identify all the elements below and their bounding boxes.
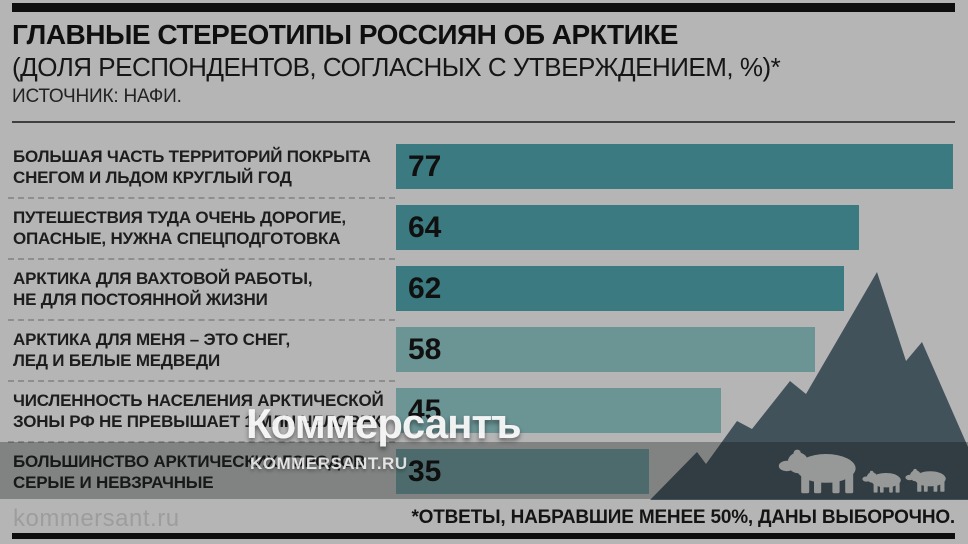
bar-value: 45 — [408, 394, 442, 427]
chart-footnote: *ОТВЕТЫ, НАБРАВШИЕ МЕНЕЕ 50%, ДАНЫ ВЫБОР… — [411, 507, 955, 528]
mountain-icon — [650, 272, 968, 500]
chart-source: ИСТОЧНИК: НАФИ. — [12, 86, 182, 107]
kommersant-logo-watermark: Коммерсантъ — [246, 400, 522, 447]
kommersant-site-watermark: KOMMERSANT.RU — [250, 454, 408, 473]
row-divider — [8, 258, 395, 260]
bar-label: АРКТИКА ДЛЯ ВАХТОВОЙ РАБОТЫ, НЕ ДЛЯ ПОСТ… — [13, 268, 313, 309]
top-black-bar — [12, 3, 955, 12]
row-divider — [8, 380, 395, 382]
bar-value: 64 — [408, 211, 442, 244]
bar-label: ЧИСЛЕННОСТЬ НАСЕЛЕНИЯ АРКТИЧЕСКОЙ ЗОНЫ Р… — [13, 390, 384, 431]
bar-value: 77 — [408, 150, 442, 183]
bar-label: АРКТИКА ДЛЯ МЕНЯ – ЭТО СНЕГ, ЛЕД И БЕЛЫЕ… — [13, 329, 291, 370]
bar-value: 35 — [408, 455, 442, 488]
chart-subtitle: (ДОЛЯ РЕСПОНДЕНТОВ, СОГЛАСНЫХ С УТВЕРЖДЕ… — [12, 52, 781, 82]
bar-segment: 58 — [396, 327, 815, 372]
bottom-black-bar — [12, 533, 955, 539]
bar-segment: 35 — [396, 449, 649, 494]
bar-value: 58 — [408, 333, 442, 366]
bar-segment: 62 — [396, 266, 844, 311]
bar-label: БОЛЬШИНСТВО АРКТИЧЕСКИХ ГОРОДОВ СЕРЫЕ И … — [13, 451, 366, 492]
arctic-mountain-illustration — [650, 272, 968, 500]
header-divider — [12, 121, 955, 123]
bar-segment: 64 — [396, 205, 859, 250]
watermark-band — [0, 442, 968, 499]
page-title: ГЛАВНЫЕ СТЕРЕОТИПЫ РОССИЯН ОБ АРКТИКЕ — [12, 19, 678, 50]
row-divider — [8, 197, 395, 199]
bar-segment: 77 — [396, 144, 953, 189]
bar-label: БОЛЬШАЯ ЧАСТЬ ТЕРРИТОРИЙ ПОКРЫТА СНЕГОМ … — [13, 146, 371, 187]
footer-site-url: kommersant.ru — [13, 505, 180, 532]
row-divider — [8, 441, 395, 443]
row-divider — [8, 319, 395, 321]
bar-label: ПУТЕШЕСТВИЯ ТУДА ОЧЕНЬ ДОРОГИЕ, ОПАСНЫЕ,… — [13, 207, 346, 248]
bar-segment: 45 — [396, 388, 721, 433]
bar-value: 62 — [408, 272, 442, 305]
